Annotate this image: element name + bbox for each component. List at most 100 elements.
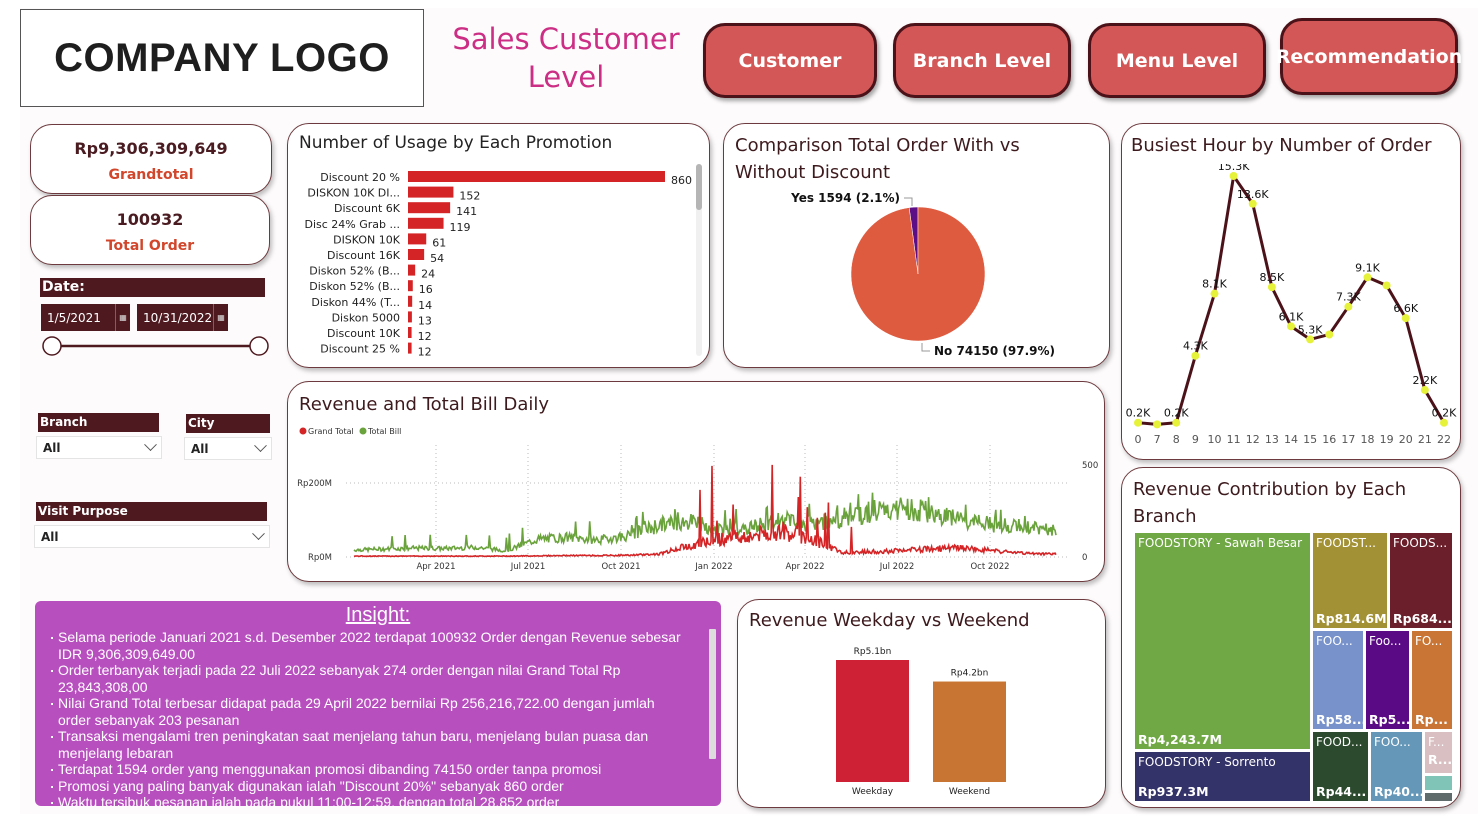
hour-marker [1134,418,1142,427]
busiest-hour-title: Busiest Hour by Number of Order [1131,135,1432,156]
treemap-tile[interactable]: FOO... Rp40... [1370,731,1423,802]
treemap-tile[interactable]: FOODSTORY - Sawah Besar Rp4,243.7M [1134,532,1311,750]
nav-customer-button[interactable]: Customer [703,23,877,98]
week-bar-weekday [836,660,909,782]
promo-scrollbar-thumb[interactable] [696,164,702,210]
city-dropdown[interactable]: All [184,437,272,460]
slider-end-handle[interactable] [249,336,269,356]
slider-start-handle[interactable] [42,336,62,356]
hour-data-label: 2.2K [1413,374,1438,387]
hour-marker [1440,418,1448,427]
promo-bar [408,249,425,260]
total-bill-line [353,492,1057,554]
treemap-tile[interactable]: FOO... Rp58... [1312,630,1364,730]
promo-value-label: 61 [432,236,446,249]
promo-bar [408,217,444,229]
kpi-total-order-value: 100932 [116,210,184,229]
kpi-total-order-card: 100932 Total Order [30,195,270,265]
x-tick-label: Oct 2021 [601,562,640,572]
date-start-value: 1/5/2021 [47,310,101,325]
treemap-tile-value: Rp40... [1374,784,1423,799]
insight-item: Terdapat 1594 order yang menggunakan pro… [51,761,691,778]
pie-leader-line [921,343,930,352]
discount-pie-chart: Yes 1594 (2.1%) No 74150 (97.9%) [790,191,1055,358]
treemap-title: Revenue Contribution by Each Branch [1133,479,1407,527]
treemap-tile-label: FOO... [1316,634,1353,648]
weekday-weekend-title: Revenue Weekday vs Weekend [749,610,1030,631]
date-end-input[interactable]: 10/31/2022 ▦ [137,304,228,331]
busiest-hour-card: Busiest Hour by Number of Order 0.2K 0 7 0.… [1121,123,1461,460]
revenue-daily-title: Revenue and Total Bill Daily [299,394,550,415]
insight-item: Transaksi mengalami tren peningkatan saa… [51,728,691,761]
week-category-label: Weekday [852,787,894,797]
branch-treemap: FOODSTORY - Sawah Besar Rp4,243.7M FOODSTO… [1134,532,1453,802]
hour-tick-label: 10 [1208,433,1222,446]
date-end-value: 10/31/2022 [143,310,213,325]
calendar-icon[interactable]: ▦ [213,304,228,331]
calendar-icon[interactable]: ▦ [115,304,130,331]
chevron-down-icon [254,439,267,453]
date-start-input[interactable]: 1/5/2021 ▦ [41,304,130,331]
hour-tick-label: 16 [1322,433,1336,446]
hour-tick-label: 15 [1303,433,1317,446]
treemap-tile[interactable] [1424,792,1453,802]
treemap-tile-label: FOODSTORY - Sawah Besar [1138,536,1302,550]
hour-data-label: 0.2K [1432,407,1457,420]
x-tick-label: Jan 2022 [694,562,732,572]
kpi-grandtotal-card: Rp9,306,309,649 Grandtotal [30,124,272,194]
hour-tick-label: 9 [1192,433,1199,446]
grand-total-line [353,464,1057,558]
treemap-tile[interactable]: Foo... Rp5... [1365,630,1410,730]
hour-marker [1325,330,1334,339]
hour-marker [1363,273,1372,282]
treemap-tile-label: F... [1428,735,1445,749]
y-left-tick: Rp200M [297,479,332,489]
promo-bar [408,186,454,198]
visit-purpose-dropdown[interactable]: All [34,525,270,548]
treemap-tile[interactable] [1424,775,1453,791]
legend-total-bill-marker [359,427,367,435]
visit-purpose-dropdown-value: All [41,529,59,544]
treemap-tile[interactable]: FOODSTORY - Sorrento Rp937.3M [1134,751,1311,802]
hour-marker [1210,289,1219,298]
insight-scrollbar[interactable] [709,629,716,759]
promo-value-label: 141 [456,205,477,218]
promo-value-label: 16 [419,283,433,296]
treemap-tile[interactable]: FOOD... Rp44... [1312,731,1369,802]
treemap-tile[interactable]: FOODST... Rp814.6M [1312,532,1388,629]
promo-scrollbar[interactable] [696,164,702,356]
hour-data-label: 8.5K [1260,271,1285,284]
hour-tick-label: 7 [1154,433,1161,446]
promo-value-label: 860 [671,174,692,187]
promo-category-label: Discount 20 % [320,171,400,184]
company-logo: COMPANY LOGO [20,9,424,107]
nav-menu-level-button[interactable]: Menu Level [1088,23,1266,98]
treemap-tile[interactable]: FOODS... Rp684.... [1389,532,1453,629]
date-range-slider[interactable] [40,334,272,360]
hour-data-label: 7.3K [1336,291,1361,304]
hour-tick-label: 19 [1380,433,1394,446]
hour-tick-label: 11 [1227,433,1241,446]
treemap-tile-label: FOOD... [1316,735,1363,749]
hour-marker [1420,386,1429,395]
treemap-tile[interactable]: F... R... [1424,731,1453,774]
pie-leader-line [904,197,913,206]
kpi-total-order-label: Total Order [105,238,195,254]
treemap-tile-label: FOODST... [1316,536,1376,550]
treemap-tile[interactable]: FO... Rp... [1411,630,1453,730]
promo-category-label: Diskon 5000 [332,311,400,324]
hour-data-label: 4.3K [1183,340,1208,353]
hour-tick-label: 0 [1135,433,1142,446]
hour-data-label: 5.3K [1298,323,1323,336]
week-value-label: Rp5.1bn [854,647,892,657]
hour-marker [1229,172,1238,180]
chevron-down-icon [144,438,157,452]
hour-data-label: 8.1K [1202,278,1227,291]
hour-tick-label: 22 [1437,433,1451,446]
insight-item: Promosi yang paling banyak digunakan ial… [51,778,691,795]
nav-branch-level-button[interactable]: Branch Level [893,23,1071,98]
hour-marker [1401,314,1410,323]
branch-dropdown[interactable]: All [36,436,162,459]
nav-recommendation-button[interactable]: Recommendation [1276,18,1462,95]
hour-tick-label: 17 [1341,433,1355,446]
